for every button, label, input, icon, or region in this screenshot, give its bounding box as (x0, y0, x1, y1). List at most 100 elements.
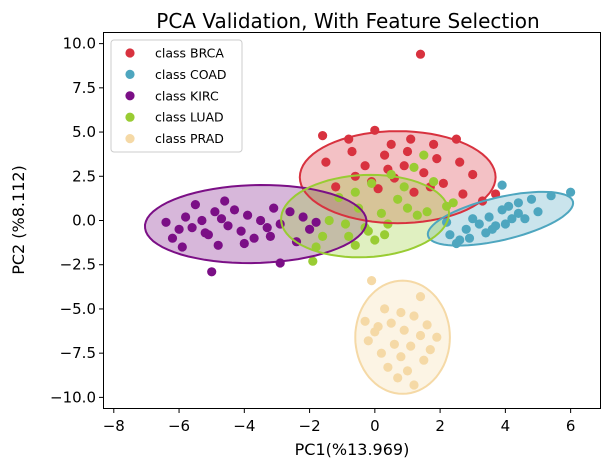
class-kirc-point (210, 207, 220, 217)
class-brca-legend-marker (125, 48, 135, 58)
x-axis-label: PC1(%13.969) (295, 440, 410, 459)
class-brca-point (321, 157, 331, 167)
class-luad-point (402, 203, 413, 213)
class-prad-point (425, 345, 435, 355)
class-coad-point (497, 205, 507, 215)
class-prad-point (406, 341, 416, 351)
x-tick-label: 2 (435, 417, 445, 435)
class-brca-point (373, 184, 383, 194)
class-luad-legend-marker (125, 112, 135, 122)
x-tick-label: 6 (566, 417, 576, 435)
class-prad-point (409, 311, 419, 321)
class-brca-point (360, 161, 370, 171)
class-kirc-point (298, 212, 308, 222)
class-coad-point (474, 219, 484, 229)
class-coad-point (513, 208, 524, 218)
class-brca-point (386, 139, 396, 149)
class-brca-point (415, 49, 426, 59)
data-points (161, 49, 576, 390)
class-luad-point (412, 210, 422, 220)
class-luad-point (344, 231, 354, 241)
class-brca-point (458, 189, 468, 199)
class-prad-point (402, 366, 413, 376)
y-tick-label: 0.0 (72, 212, 96, 230)
class-brca-point (406, 134, 416, 144)
class-kirc-point (220, 196, 230, 206)
class-kirc-point (243, 210, 253, 220)
class-kirc-point (256, 215, 266, 226)
class-prad-point (415, 292, 426, 302)
class-kirc-point (197, 215, 207, 226)
class-luad-point (393, 194, 403, 204)
class-luad-point (308, 256, 318, 266)
class-prad-point (389, 339, 399, 349)
class-brca-legend-label: class BRCA (155, 46, 224, 61)
class-coad-point (464, 233, 475, 243)
class-prad-point (396, 307, 406, 318)
ellipse-edges (143, 130, 575, 395)
class-coad-point (451, 238, 461, 249)
class-brca-point (455, 157, 465, 167)
class-brca-point (438, 178, 448, 188)
class-kirc-point (265, 231, 275, 241)
class-kirc-point (275, 258, 285, 268)
class-prad-legend-marker (125, 134, 135, 144)
class-luad-point (448, 198, 458, 208)
chart-title: PCA Validation, With Feature Selection (156, 9, 539, 33)
y-tick-label: −5.0 (60, 300, 96, 318)
class-prad-point (399, 325, 409, 335)
y-tick-label: −7.5 (60, 344, 96, 362)
class-coad-point (546, 191, 556, 201)
y-tick-label: 10.0 (63, 35, 96, 53)
class-prad-point (376, 348, 386, 358)
class-kirc-point (161, 217, 171, 227)
class-coad-point (526, 194, 537, 204)
class-prad-point (422, 320, 432, 330)
class-coad-point (484, 212, 494, 222)
class-brca-point (399, 161, 409, 171)
class-kirc-point (177, 242, 187, 252)
class-prad-legend-label: class PRAD (155, 131, 224, 146)
x-tick-label: −6 (168, 417, 190, 435)
class-kirc-points (161, 196, 321, 277)
class-brca-point (380, 150, 390, 160)
class-luad-point (311, 242, 321, 252)
class-coad-point (500, 219, 510, 229)
class-luad-point (340, 219, 351, 229)
legend: class BRCA class COAD class KIRC class LUAD… (110, 39, 243, 153)
class-kirc-point (187, 223, 197, 233)
class-prad-point (432, 332, 442, 342)
class-kirc-point (236, 226, 246, 236)
class-luad-point (409, 162, 419, 172)
x-tick-label: −2 (299, 417, 321, 435)
class-luad-point (429, 177, 439, 187)
class-coad-point (513, 198, 524, 208)
class-luad-point (350, 240, 360, 250)
class-luad-legend-label: class LUAD (155, 110, 224, 125)
class-kirc-point (207, 267, 217, 277)
class-luad-point (419, 150, 429, 160)
class-luad-point (399, 182, 409, 192)
class-luad-point (380, 230, 390, 240)
class-brca-point (409, 187, 419, 197)
class-brca-point (432, 154, 442, 164)
class-kirc-legend-label: class KIRC (155, 88, 219, 103)
class-brca-point (419, 168, 429, 178)
class-coad-legend-label: class COAD (155, 67, 227, 82)
class-coad-point (520, 214, 530, 224)
class-brca-point (429, 139, 439, 149)
class-kirc-ellipse (145, 185, 367, 264)
y-axis-ticks: 10.0 7.5 5.0 2.5 0.0 −2.5 −5.0 −7.5 −10.0 (50, 35, 104, 406)
class-brca-point (347, 146, 357, 157)
class-prad-point (415, 330, 426, 341)
x-axis-ticks: −8 −6 −4 −2 0 2 4 6 (103, 408, 576, 435)
class-brca-ellipse-edge (298, 130, 497, 225)
class-brca-point (318, 131, 328, 141)
class-luad-point (363, 226, 373, 236)
class-coad-point (461, 224, 471, 234)
class-coad-point (487, 224, 497, 234)
class-kirc-point (174, 224, 184, 234)
class-kirc-point (305, 224, 315, 234)
class-coad-point (507, 214, 517, 224)
class-prad-point (409, 380, 419, 390)
